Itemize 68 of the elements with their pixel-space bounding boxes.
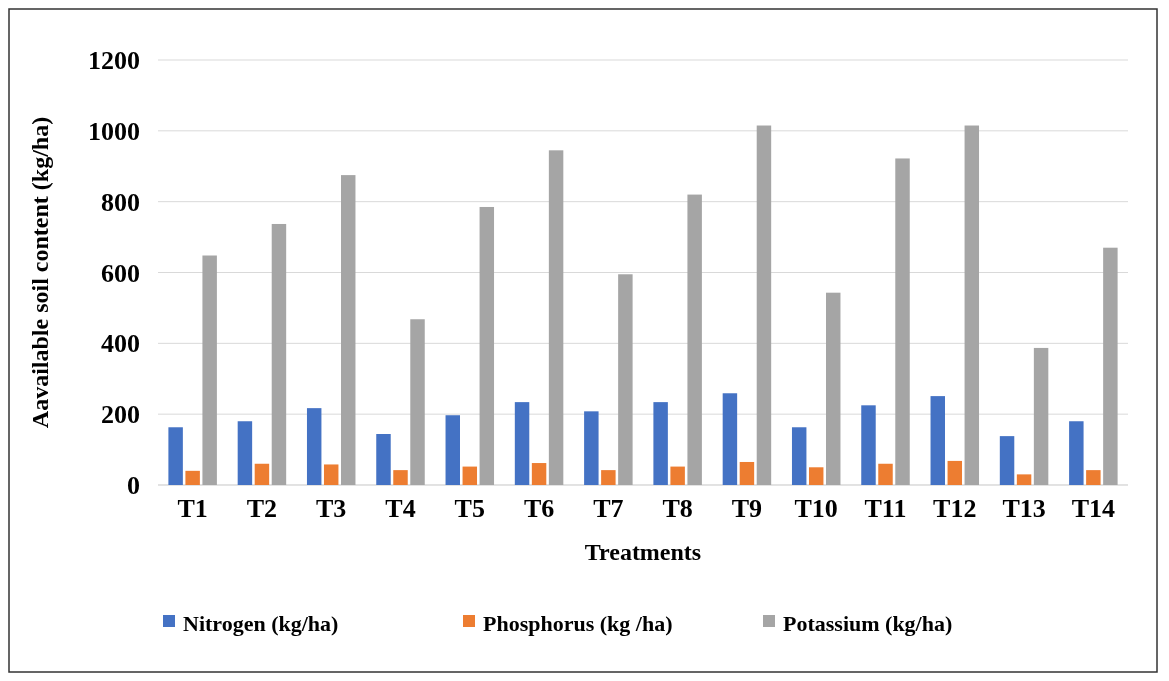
- bar: [1016, 474, 1032, 485]
- bar: [791, 427, 807, 485]
- bar: [808, 467, 824, 485]
- x-tick-label: T5: [454, 494, 485, 523]
- x-tick-label: T2: [246, 494, 278, 523]
- bar: [930, 396, 945, 485]
- bar: [306, 408, 322, 485]
- bar: [722, 393, 738, 485]
- bar: [237, 421, 253, 485]
- y-tick-label: 200: [101, 400, 140, 430]
- y-tick-label: 1000: [88, 116, 140, 146]
- bar: [254, 463, 270, 485]
- bar: [376, 434, 391, 485]
- bar: [185, 470, 200, 485]
- bar: [1069, 421, 1084, 485]
- bar: [964, 125, 980, 485]
- bar: [584, 411, 599, 485]
- bar: [739, 461, 755, 485]
- bar: [410, 319, 425, 485]
- bar: [168, 427, 183, 485]
- x-tick-label: T9: [731, 494, 763, 523]
- x-tick-label: T10: [794, 494, 838, 523]
- bar: [670, 466, 685, 485]
- y-tick-label: 800: [101, 187, 140, 217]
- bar: [445, 415, 460, 485]
- x-tick-label: T12: [933, 494, 977, 523]
- bar: [393, 470, 408, 485]
- y-tick-label: 400: [101, 329, 140, 359]
- legend-label: Phosphorus (kg /ha): [483, 610, 673, 636]
- bar: [756, 125, 772, 485]
- y-tick-label: 0: [127, 471, 140, 501]
- bar: [1086, 470, 1101, 485]
- bar: [601, 470, 616, 485]
- y-tick-label: 1200: [88, 46, 140, 76]
- y-tick-label: 600: [101, 258, 140, 288]
- bar: [895, 158, 910, 485]
- bar: [687, 194, 702, 485]
- y-axis-title: Aavailable soil content (kg/ha): [27, 116, 53, 429]
- bar: [618, 274, 633, 485]
- bar: [999, 436, 1015, 485]
- bar: [653, 402, 668, 485]
- bar: [947, 460, 963, 485]
- bar: [531, 463, 547, 485]
- bar: [341, 175, 356, 485]
- x-axis-title: Treatments: [584, 539, 702, 565]
- x-tick-label: T14: [1071, 494, 1116, 523]
- x-tick-label: T3: [316, 494, 347, 523]
- x-tick-label: T4: [385, 494, 416, 523]
- bar: [271, 223, 287, 485]
- x-tick-label: T8: [662, 494, 693, 523]
- bar: [548, 150, 564, 485]
- bar: [479, 206, 495, 485]
- bar: [878, 463, 893, 485]
- bar: [1103, 247, 1118, 485]
- x-tick-label: T1: [177, 494, 208, 523]
- x-tick-label: T6: [523, 494, 555, 523]
- legend-label: Potassium (kg/ha): [783, 610, 953, 636]
- x-tick-label: T13: [1002, 494, 1046, 523]
- x-tick-label: T7: [593, 494, 624, 523]
- x-tick-label: T11: [864, 494, 907, 523]
- bar: [861, 405, 876, 485]
- legend-label: Nitrogen (kg/ha): [183, 610, 339, 636]
- bar: [514, 402, 530, 485]
- bar: [1033, 347, 1049, 485]
- bar: [826, 292, 841, 485]
- bar: [323, 464, 339, 485]
- bar: [202, 255, 217, 485]
- bar: [462, 466, 478, 485]
